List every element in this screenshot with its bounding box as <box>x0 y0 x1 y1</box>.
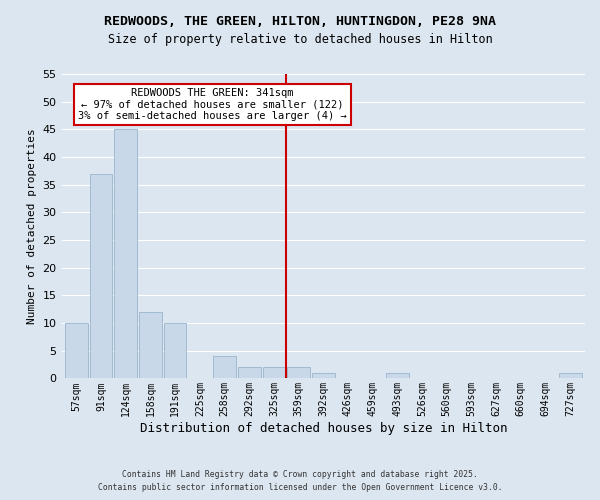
Bar <box>263 368 285 378</box>
Text: REDWOODS THE GREEN: 341sqm
← 97% of detached houses are smaller (122)
3% of semi: REDWOODS THE GREEN: 341sqm ← 97% of deta… <box>78 88 347 121</box>
X-axis label: Distribution of detached houses by size in Hilton: Distribution of detached houses by size … <box>140 422 507 435</box>
Bar <box>164 323 187 378</box>
Bar <box>559 373 581 378</box>
Bar <box>89 174 112 378</box>
Bar <box>312 373 335 378</box>
Text: Size of property relative to detached houses in Hilton: Size of property relative to detached ho… <box>107 32 493 46</box>
Text: Contains HM Land Registry data © Crown copyright and database right 2025.
Contai: Contains HM Land Registry data © Crown c… <box>98 470 502 492</box>
Bar <box>65 323 88 378</box>
Bar <box>213 356 236 378</box>
Bar <box>139 312 162 378</box>
Text: REDWOODS, THE GREEN, HILTON, HUNTINGDON, PE28 9NA: REDWOODS, THE GREEN, HILTON, HUNTINGDON,… <box>104 15 496 28</box>
Bar <box>287 368 310 378</box>
Bar <box>115 130 137 378</box>
Y-axis label: Number of detached properties: Number of detached properties <box>27 128 37 324</box>
Bar <box>238 368 260 378</box>
Bar <box>386 373 409 378</box>
